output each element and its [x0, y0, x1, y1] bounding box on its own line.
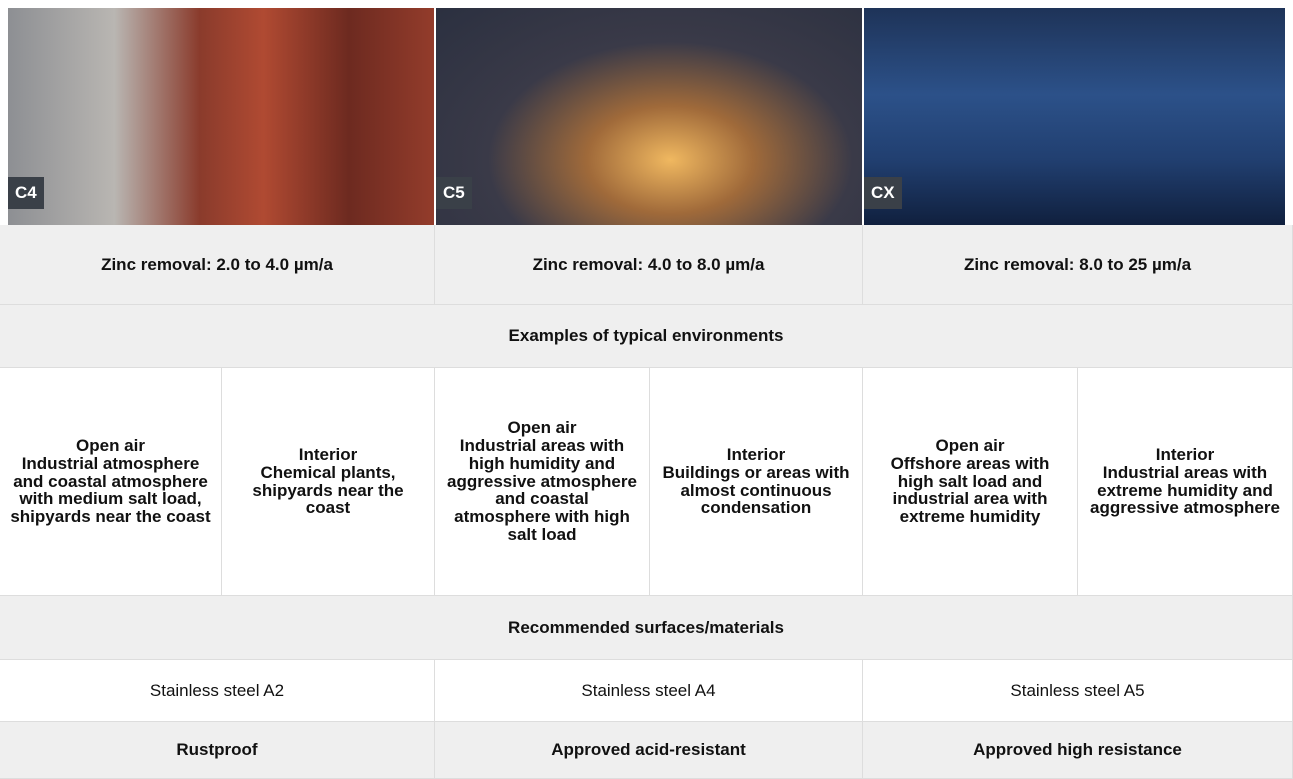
- photo: C5: [436, 8, 862, 225]
- class-label: C5: [436, 177, 472, 209]
- environment-text: Industrial areas with high humidity and …: [447, 435, 637, 545]
- environment-cell: Open air Offshore areas with high salt lo…: [863, 368, 1078, 596]
- class-label: C4: [8, 177, 44, 209]
- environment-cell: Open air Industrial areas with high humid…: [435, 368, 650, 596]
- environment-cell: Interior Chemical plants, shipyards near …: [222, 368, 435, 596]
- environment-text: Chemical plants, shipyards near the coas…: [252, 462, 404, 518]
- photo: CX: [864, 8, 1285, 225]
- environment-heading: Open air: [507, 418, 577, 438]
- environment-cell: Interior Buildings or areas with almost c…: [650, 368, 863, 596]
- photo: C4: [8, 8, 434, 225]
- environment-heading: Open air: [935, 435, 1005, 455]
- environment-heading: Interior: [726, 444, 786, 464]
- property: Approved acid-resistant: [435, 722, 863, 779]
- environment-text: Industrial areas with extreme humidity a…: [1090, 462, 1280, 518]
- environment-cell: Interior Industrial areas with extreme hu…: [1078, 368, 1293, 596]
- material: Stainless steel A4: [435, 660, 863, 722]
- section-header: Recommended surfaces/materials: [0, 596, 1293, 660]
- zinc-removal: Zinc removal: 2.0 to 4.0 µm/a: [0, 225, 435, 305]
- material: Stainless steel A5: [863, 660, 1293, 722]
- environment-text: Offshore areas with high salt load and i…: [890, 453, 1050, 527]
- zinc-removal: Zinc removal: 8.0 to 25 µm/a: [863, 225, 1293, 305]
- environment-heading: Open air: [76, 435, 145, 455]
- property: Rustproof: [0, 722, 435, 779]
- environment-cell: Open air Industrial atmosphere and coasta…: [0, 368, 222, 596]
- environment-text: Industrial atmosphere and coastal atmosp…: [10, 453, 211, 527]
- environment-heading: Interior: [298, 444, 358, 464]
- zinc-removal: Zinc removal: 4.0 to 8.0 µm/a: [435, 225, 863, 305]
- class-label: CX: [864, 177, 902, 209]
- environment-heading: Interior: [1155, 444, 1215, 464]
- section-header: Examples of typical environments: [0, 305, 1293, 368]
- environment-text: Buildings or areas with almost continuou…: [662, 462, 850, 518]
- property: Approved high resistance: [863, 722, 1293, 779]
- material: Stainless steel A2: [0, 660, 435, 722]
